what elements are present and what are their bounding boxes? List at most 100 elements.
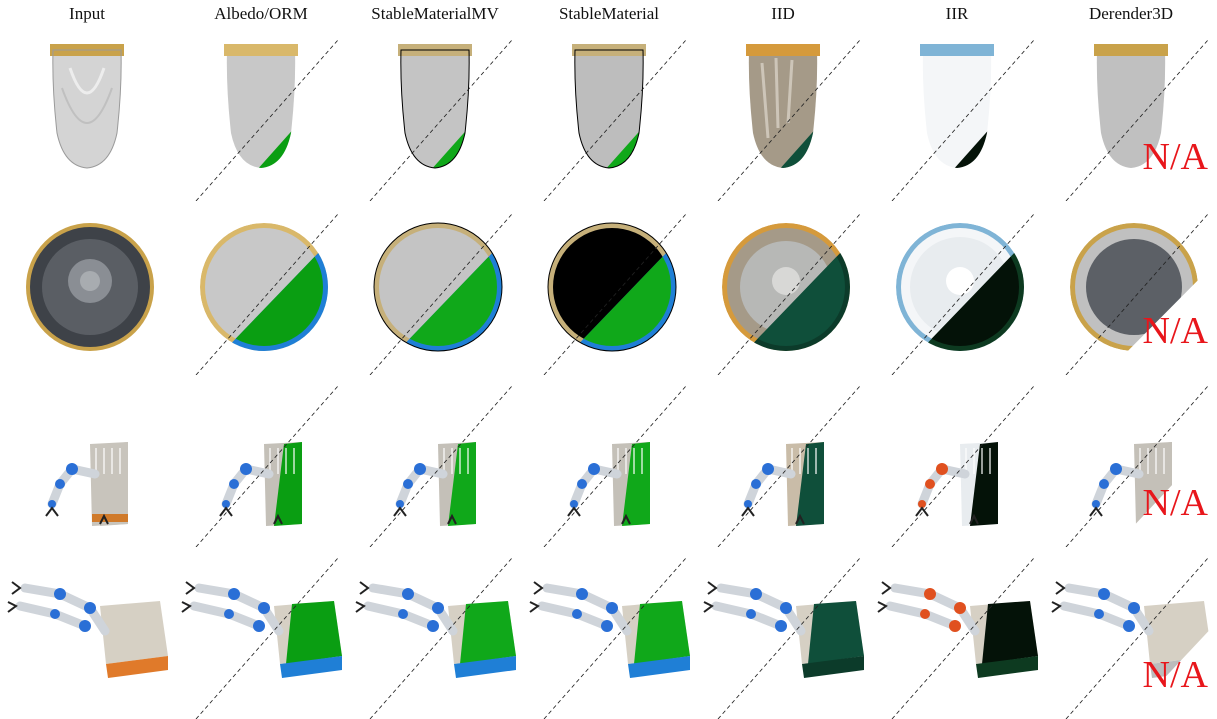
- render-image: [543, 213, 687, 375]
- render-image: [1065, 213, 1217, 375]
- split-diagonal-line: [1065, 385, 1209, 547]
- split-diagonal-line: [543, 557, 687, 719]
- vase-rim: [746, 44, 820, 56]
- split-diagonal-line: [1065, 39, 1209, 201]
- cell-robot-arm-pallet-side-col6: N/A: [1044, 546, 1217, 719]
- render-image: [891, 39, 1035, 201]
- orm-half: [226, 68, 296, 168]
- column-header-1: Albedo/ORM: [214, 4, 308, 23]
- cell-robot-arm-pallet-angled-col3: [522, 374, 696, 547]
- render-image: [195, 385, 339, 547]
- split-diagonal-line: [543, 39, 687, 201]
- split-diagonal-line: [891, 385, 1035, 547]
- split-diagonal-line: [717, 557, 861, 719]
- cell-robot-arm-pallet-side-col4: [696, 546, 870, 719]
- column-header-5: IIR: [945, 4, 969, 23]
- cell-robot-arm-pallet-angled-col5: [870, 374, 1044, 547]
- orm-half: [922, 68, 992, 168]
- render-image: [1065, 39, 1217, 201]
- cell-bowl-col6: N/A: [1044, 202, 1217, 375]
- split-diagonal-line: [369, 557, 513, 719]
- albedo-half: [748, 50, 818, 168]
- split-diagonal-line: [717, 385, 861, 547]
- render-image: [26, 223, 154, 351]
- cell-bowl-col0: [0, 202, 174, 375]
- split-diagonal-line: [369, 385, 513, 547]
- render-image: [45, 442, 128, 526]
- split-diagonal-line: [1065, 213, 1209, 375]
- render-image: [877, 557, 1038, 719]
- cell-robot-arm-pallet-side-col3: [522, 546, 696, 719]
- split-diagonal-line: [369, 213, 513, 375]
- vase-rim: [224, 44, 298, 56]
- render-image: [717, 39, 861, 201]
- column-header-2: StableMaterialMV: [371, 4, 499, 23]
- split-diagonal-line: [195, 557, 339, 719]
- render-image: [717, 213, 861, 375]
- render-image: [195, 213, 339, 375]
- not-available-label: N/A: [1142, 310, 1208, 352]
- render-image: [717, 385, 861, 547]
- cell-glass-vase-col6: N/A: [1044, 28, 1217, 201]
- cell-bowl-col1: [174, 202, 348, 375]
- not-available-label: N/A: [1142, 654, 1208, 696]
- split-diagonal-line: [891, 39, 1035, 201]
- cell-robot-arm-pallet-angled-col6: N/A: [1044, 374, 1217, 547]
- cell-bowl-col4: [696, 202, 870, 375]
- split-diagonal-line: [195, 385, 339, 547]
- render-image: [1051, 557, 1217, 719]
- render-image: [369, 385, 513, 547]
- render-image: [7, 581, 168, 678]
- render-image: [181, 557, 342, 719]
- orm-half: [400, 68, 470, 168]
- render-image: [369, 213, 513, 375]
- render-image: [543, 39, 687, 201]
- not-available-label: N/A: [1142, 136, 1208, 178]
- split-diagonal-line: [195, 39, 339, 201]
- cell-glass-vase-col4: [696, 28, 870, 201]
- cell-glass-vase-col0: [0, 28, 174, 201]
- cell-robot-arm-pallet-side-col0: [0, 546, 174, 719]
- render-image: [529, 557, 690, 719]
- cell-robot-arm-pallet-angled-col1: [174, 374, 348, 547]
- cell-robot-arm-pallet-side-col1: [174, 546, 348, 719]
- cell-robot-arm-pallet-side-col5: [870, 546, 1044, 719]
- cell-glass-vase-col5: [870, 28, 1044, 201]
- render-image: [891, 385, 1035, 547]
- cell-robot-arm-pallet-angled-col4: [696, 374, 870, 547]
- vase-rim: [920, 44, 994, 56]
- column-header-3: StableMaterial: [558, 4, 660, 23]
- split-diagonal-line: [369, 39, 513, 201]
- render-image: [891, 213, 1035, 375]
- render-image: [195, 39, 339, 201]
- split-diagonal-line: [891, 557, 1035, 719]
- render-image: [369, 39, 513, 201]
- not-available-label: N/A: [1142, 482, 1208, 524]
- split-diagonal-line: [717, 39, 861, 201]
- render-image: [543, 385, 687, 547]
- column-header-4: IID: [771, 4, 795, 23]
- split-diagonal-line: [543, 213, 687, 375]
- split-diagonal-line: [717, 213, 861, 375]
- cell-glass-vase-col3: [522, 28, 696, 201]
- split-diagonal-line: [1065, 557, 1209, 719]
- albedo-half: [1096, 50, 1166, 168]
- column-header-6: Derender3D: [1088, 4, 1173, 23]
- render-image: [355, 557, 516, 719]
- albedo-half: [52, 50, 122, 168]
- split-diagonal-line: [195, 213, 339, 375]
- albedo-half: [922, 50, 992, 168]
- split-diagonal-line: [543, 385, 687, 547]
- vase-rim: [1094, 44, 1168, 56]
- orm-half: [574, 68, 644, 168]
- cell-glass-vase-col2: [348, 28, 522, 201]
- cell-robot-arm-pallet-side-col2: [348, 546, 522, 719]
- render-image: [1065, 385, 1217, 547]
- cell-glass-vase-col1: [174, 28, 348, 201]
- cell-bowl-col3: [522, 202, 696, 375]
- cell-bowl-col5: [870, 202, 1044, 375]
- albedo-half: [226, 50, 296, 168]
- render-image: [50, 44, 124, 169]
- orm-half: [748, 68, 818, 168]
